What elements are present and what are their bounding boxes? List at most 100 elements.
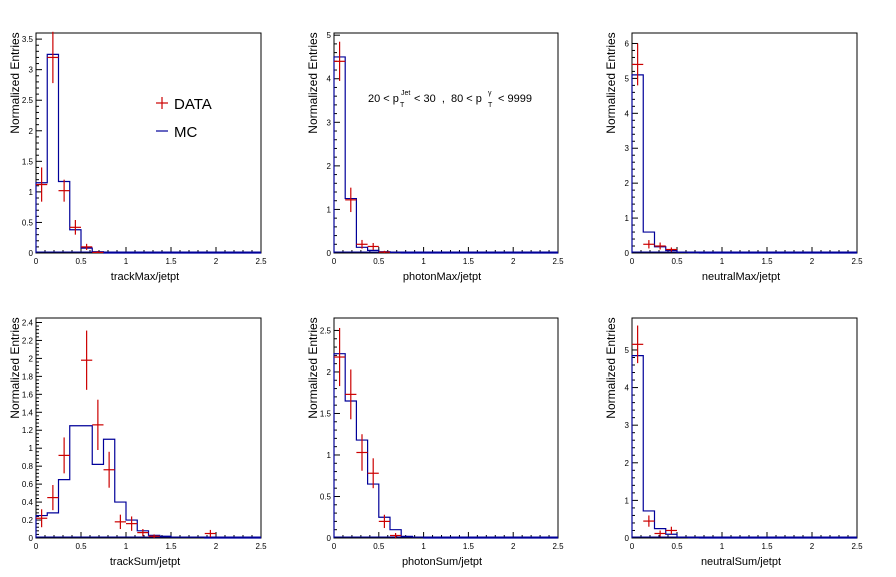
- x-tick-label: 0: [332, 542, 337, 551]
- y-tick-label: 1.6: [22, 390, 34, 399]
- x-tick-label: 0: [630, 257, 635, 266]
- y-axis-label: Normalized Entries: [604, 317, 618, 418]
- x-tick-label: 1.5: [165, 257, 177, 266]
- y-tick-label: 0: [327, 249, 332, 258]
- y-tick-label: 3: [29, 66, 34, 75]
- y-tick-label: 0: [327, 534, 332, 543]
- x-tick-label: 1: [124, 542, 129, 551]
- legend: DATA MC: [156, 96, 212, 141]
- x-axis-label: trackMax/jetpt: [111, 271, 179, 283]
- x-axis-label: neutralMax/jetpt: [702, 271, 780, 283]
- y-tick-label: 0.6: [22, 480, 34, 489]
- histogram-panel-6: 0 0.5 1 1.5 2 2.5 0 1 2 3 4 5 neutralSum/jetpt Normal…: [604, 317, 863, 568]
- annotation-sup-2: γ: [488, 90, 492, 97]
- legend-data-label: DATA: [174, 96, 212, 113]
- y-tick-label: 0.2: [22, 516, 34, 525]
- annotation-sub-2: T: [488, 102, 493, 109]
- x-tick-label: 2.5: [255, 257, 267, 266]
- y-tick-label: 0: [625, 249, 630, 258]
- x-tick-label: 2: [511, 257, 516, 266]
- plot-frame: [35, 317, 262, 539]
- y-tick-label: 1.2: [22, 426, 34, 435]
- x-tick-label: 0.5: [75, 542, 87, 551]
- x-tick-label: 1.5: [761, 257, 773, 266]
- x-tick-label: 1.5: [761, 542, 773, 551]
- y-tick-label: 3: [327, 118, 332, 127]
- y-tick-label: 2.5: [320, 326, 332, 335]
- x-tick-label: 2: [214, 542, 219, 551]
- x-tick-label: 0: [630, 542, 635, 551]
- y-axis-label: Normalized Entries: [306, 32, 320, 133]
- y-tick-label: 0: [625, 534, 630, 543]
- y-tick-label: 1: [327, 451, 332, 460]
- x-tick-label: 1.5: [165, 542, 177, 551]
- x-tick-label: 0.5: [671, 257, 683, 266]
- mc-histogram: [35, 53, 261, 254]
- y-tick-label: 2: [625, 459, 630, 468]
- x-tick-label: 1: [124, 257, 129, 266]
- y-axis-label: Normalized Entries: [8, 32, 22, 133]
- y-tick-label: 2: [327, 162, 332, 171]
- x-tick-label: 0.5: [373, 542, 385, 551]
- y-axis-label: Normalized Entries: [306, 317, 320, 418]
- x-tick-label: 2: [214, 257, 219, 266]
- y-tick-label: 1: [625, 214, 630, 223]
- y-tick-label: 2: [29, 354, 34, 363]
- y-tick-label: 2.5: [22, 96, 34, 105]
- x-tick-label: 1: [421, 542, 426, 551]
- x-tick-label: 2: [810, 542, 815, 551]
- mc-histogram: [631, 74, 857, 254]
- y-axis-label: Normalized Entries: [604, 32, 618, 133]
- y-tick-label: 2: [327, 368, 332, 377]
- annotation-sub-1: T: [400, 102, 405, 109]
- y-tick-label: 0: [29, 534, 34, 543]
- annotation-text-2: < 30 , 80 < p: [414, 93, 482, 105]
- histogram-panel-4: 0 0.5 1 1.5 2 2.5 0 0.2 0.4 0.6 0.8 1 1.2 1.4 1.6 1.8 2 2…: [8, 317, 267, 568]
- y-tick-label: 0: [29, 249, 34, 258]
- y-tick-label: 0.4: [22, 498, 34, 507]
- x-axis-label: photonMax/jetpt: [403, 271, 481, 283]
- y-tick-label: 2.4: [22, 318, 34, 327]
- mc-histogram: [631, 355, 857, 539]
- y-tick-label: 5: [625, 74, 630, 83]
- x-tick-label: 0.5: [75, 257, 87, 266]
- x-axis-label: photonSum/jetpt: [402, 556, 482, 568]
- histogram-panel-1: 0 0.5 1 1.5 2 2.5 0 0.5 1 1.5 2 2.5 3 3.5 trackMax/jet…: [8, 31, 267, 283]
- y-tick-label: 4: [327, 75, 332, 84]
- y-tick-label: 2: [29, 127, 34, 136]
- y-tick-label: 1: [327, 205, 332, 214]
- y-tick-label: 1.5: [320, 409, 332, 418]
- y-tick-label: 0.5: [320, 492, 332, 501]
- mc-histogram: [333, 56, 558, 254]
- x-tick-label: 2.5: [851, 542, 863, 551]
- x-tick-label: 0.5: [671, 542, 683, 551]
- annotation-text-1: 20 < p: [368, 93, 399, 105]
- x-axis-label: neutralSum/jetpt: [701, 556, 781, 568]
- legend-mc-label: MC: [174, 124, 197, 141]
- histogram-panel-2: 0 0.5 1 1.5 2 2.5 0 1 2 3 4 5 photonMax/jetpt Normali…: [306, 31, 564, 283]
- y-tick-label: 1: [29, 444, 34, 453]
- x-tick-label: 2: [511, 542, 516, 551]
- histogram-panel-3: 0 0.5 1 1.5 2 2.5 0 1 2 3 4 5 6 neutralMax/jetpt Norma…: [604, 32, 863, 283]
- kinematic-annotation: 20 < p Jet T < 30 , 80 < p γ T < 9999: [368, 90, 532, 109]
- x-tick-label: 0: [34, 257, 39, 266]
- y-tick-label: 2: [625, 179, 630, 188]
- x-tick-label: 1: [720, 542, 725, 551]
- y-tick-label: 0.8: [22, 462, 34, 471]
- x-tick-label: 1.5: [463, 257, 475, 266]
- x-tick-label: 2.5: [552, 542, 564, 551]
- annotation-text-3: < 9999: [498, 93, 532, 105]
- x-tick-label: 2.5: [255, 542, 267, 551]
- y-tick-label: 6: [625, 39, 630, 48]
- x-tick-label: 2.5: [851, 257, 863, 266]
- y-tick-label: 1.8: [22, 372, 34, 381]
- x-tick-label: 1.5: [463, 542, 475, 551]
- y-tick-label: 5: [327, 31, 332, 40]
- y-tick-label: 1: [625, 496, 630, 505]
- x-tick-label: 0.5: [373, 257, 385, 266]
- y-tick-label: 0.5: [22, 218, 34, 227]
- y-tick-label: 4: [625, 384, 630, 393]
- y-tick-label: 1.4: [22, 408, 34, 417]
